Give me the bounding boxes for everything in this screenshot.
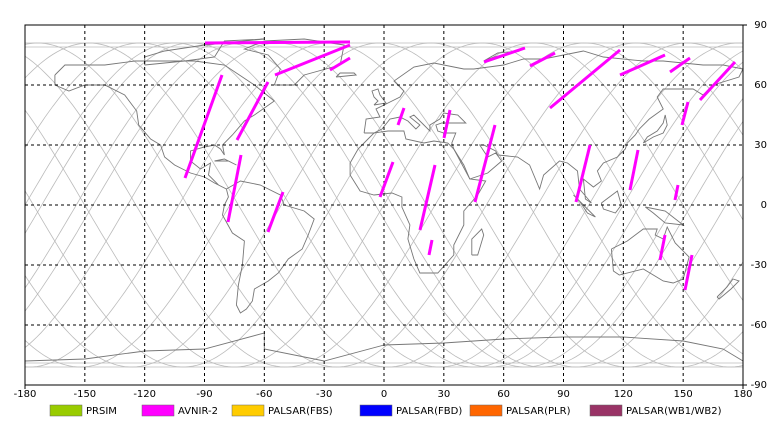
track [427, 239, 434, 256]
x-tick-label: 90 [557, 389, 570, 400]
track [442, 109, 452, 139]
coastline [349, 130, 487, 274]
graticule [24, 24, 747, 389]
x-tick-label: -90 [196, 389, 212, 400]
x-tick-label: 150 [674, 389, 693, 400]
coastline [600, 190, 622, 214]
coastline [371, 88, 387, 106]
track [235, 81, 270, 141]
x-tick-label: -180 [14, 389, 37, 400]
y-tick-label: 60 [754, 80, 767, 91]
track [658, 234, 667, 261]
track [183, 74, 224, 179]
track [473, 124, 497, 203]
axes: -180 -150 -120 -90 -60 -30 0 30 60 90 120 150 180 90 6… [14, 20, 767, 400]
track [698, 60, 737, 102]
coastline [645, 206, 685, 226]
track [483, 46, 526, 64]
legend-label: AVNIR-2 [178, 406, 218, 417]
track [396, 107, 406, 126]
observation-tracks [183, 40, 737, 291]
track [204, 40, 351, 45]
legend-label: PRSIM [86, 406, 117, 417]
coastline [214, 158, 237, 166]
track [329, 56, 351, 72]
y-tick-label: -30 [751, 260, 767, 271]
legend-swatch [589, 404, 623, 417]
x-tick-label: -60 [256, 389, 272, 400]
track [619, 53, 666, 77]
x-tick-label: 60 [497, 389, 510, 400]
track [549, 48, 621, 110]
track [680, 101, 690, 126]
x-tick-label: -120 [133, 389, 156, 400]
track [274, 43, 351, 77]
legend-swatch [469, 404, 503, 417]
coastline [242, 38, 345, 86]
legend-swatch [141, 404, 175, 417]
track [266, 191, 285, 233]
legend-label: PALSAR(WB1/WB2) [626, 406, 722, 417]
legend-swatch [231, 404, 265, 417]
track [418, 164, 437, 231]
legend: PRSIM AVNIR-2 PALSAR(FBS) PALSAR(FBD) PALSAR… [49, 404, 722, 417]
coastline [335, 72, 358, 78]
track [378, 161, 395, 198]
coastline [716, 278, 740, 300]
y-tick-label: -60 [751, 320, 767, 331]
track [669, 56, 691, 74]
x-tick-label: -30 [316, 389, 332, 400]
x-tick-label: 30 [437, 389, 450, 400]
track [628, 149, 640, 191]
legend-swatch [49, 404, 83, 417]
coastline [642, 114, 668, 144]
x-tick-label: 180 [733, 389, 752, 400]
legend-swatch [359, 404, 393, 417]
x-tick-label: 120 [614, 389, 633, 400]
plot-frame [24, 24, 744, 386]
track [683, 254, 694, 291]
y-tick-label: 0 [761, 200, 767, 211]
legend-label: PALSAR(PLR) [506, 406, 571, 417]
y-tick-label: 30 [754, 140, 767, 151]
x-tick-label: 0 [381, 389, 387, 400]
coastline [573, 194, 596, 218]
coastline [610, 225, 690, 284]
track [673, 184, 680, 201]
x-tick-label: -150 [73, 389, 96, 400]
legend-label: PALSAR(FBD) [396, 406, 462, 417]
y-tick-label: 90 [754, 20, 767, 31]
track [574, 144, 592, 203]
track [226, 154, 243, 223]
track [529, 51, 556, 68]
coastline [471, 228, 485, 256]
coastline [54, 60, 276, 190]
y-tick-label: -90 [751, 380, 767, 391]
legend-label: PALSAR(FBS) [268, 406, 333, 417]
